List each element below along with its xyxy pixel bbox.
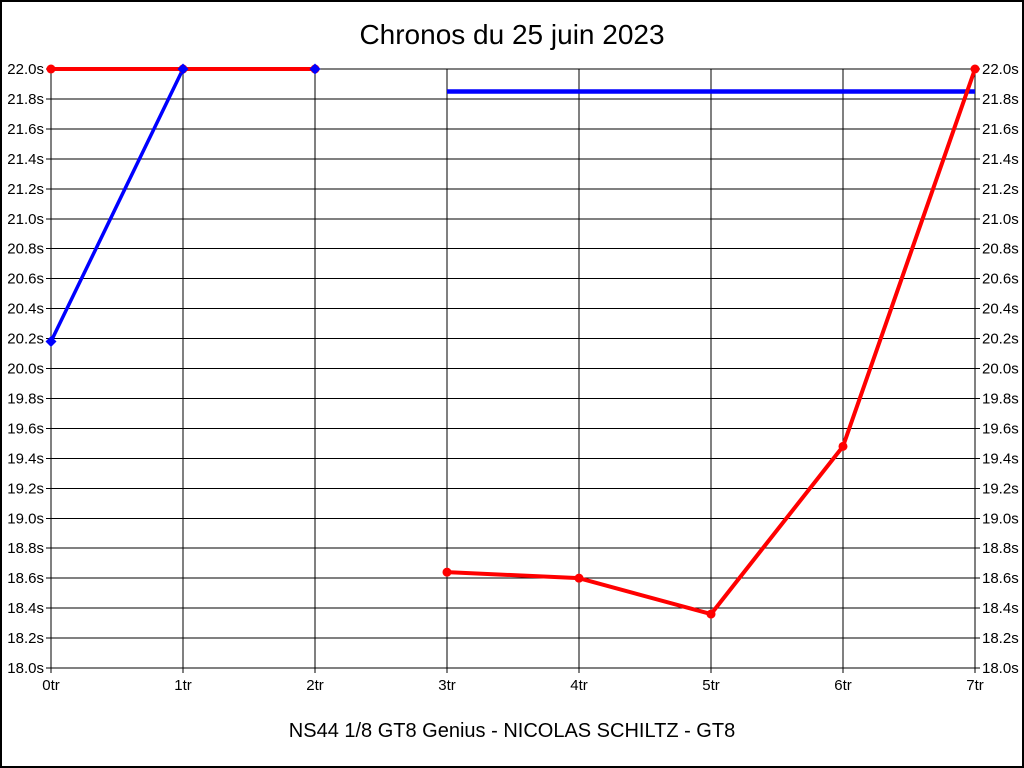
y-axis-label-right: 22.0s: [982, 61, 1019, 78]
y-axis-label-right: 19.0s: [982, 510, 1019, 527]
data-point-diamond-blue-opening-laps: [309, 63, 321, 75]
x-axis-label: 1tr: [174, 677, 192, 694]
data-point-diamond-blue-opening-laps: [177, 63, 189, 75]
y-axis-label-right: 21.0s: [982, 211, 1019, 228]
y-axis-label-left: 18.8s: [7, 540, 44, 557]
y-axis-label-right: 20.2s: [982, 331, 1019, 348]
y-axis-label-right: 18.0s: [982, 660, 1019, 677]
x-axis-label: 2tr: [306, 677, 324, 694]
y-axis-label-right: 19.2s: [982, 480, 1019, 497]
data-point-circle-red-lap-times: [970, 64, 980, 74]
y-axis-label-left: 21.4s: [7, 151, 44, 168]
y-axis-label-right: 18.8s: [982, 540, 1019, 557]
y-axis-label-left: 19.0s: [7, 510, 44, 527]
y-axis-label-left: 18.6s: [7, 570, 44, 587]
data-point-circle-red-lap-times: [838, 441, 848, 451]
y-axis-label-left: 21.2s: [7, 181, 44, 198]
y-axis-label-left: 19.6s: [7, 420, 44, 437]
y-axis-label-right: 18.2s: [982, 630, 1019, 647]
y-axis-label-left: 18.0s: [7, 660, 44, 677]
data-point-circle-red-lap-times: [574, 573, 584, 583]
y-axis-label-right: 18.6s: [982, 570, 1019, 587]
y-axis-label-left: 21.6s: [7, 121, 44, 138]
x-axis-label: 7tr: [966, 677, 984, 694]
y-axis-label-right: 18.4s: [982, 600, 1019, 617]
x-axis-label: 4tr: [570, 677, 588, 694]
x-axis-label: 6tr: [834, 677, 852, 694]
y-axis-label-left: 20.0s: [7, 361, 44, 378]
data-point-circle-red-lap-times: [46, 64, 56, 74]
y-axis-label-left: 20.6s: [7, 271, 44, 288]
data-point-diamond-blue-opening-laps: [45, 336, 57, 348]
y-axis-label-right: 20.6s: [982, 271, 1019, 288]
y-axis-label-right: 21.6s: [982, 121, 1019, 138]
y-axis-label-right: 21.2s: [982, 181, 1019, 198]
x-axis-label: 5tr: [702, 677, 720, 694]
y-axis-label-left: 18.4s: [7, 600, 44, 617]
x-axis-label: 3tr: [438, 677, 456, 694]
y-axis-label-left: 20.2s: [7, 331, 44, 348]
y-axis-label-left: 19.2s: [7, 480, 44, 497]
y-axis-label-right: 21.8s: [982, 91, 1019, 108]
y-axis-label-right: 20.4s: [982, 301, 1019, 318]
y-axis-label-left: 21.8s: [7, 91, 44, 108]
chart-footer: NS44 1/8 GT8 Genius - NICOLAS SCHILTZ - …: [288, 720, 736, 742]
y-axis-label-right: 19.8s: [982, 390, 1019, 407]
data-point-circle-red-lap-times: [706, 609, 716, 619]
y-axis-label-left: 18.2s: [7, 630, 44, 647]
y-axis-label-right: 19.6s: [982, 420, 1019, 437]
y-axis-label-right: 20.0s: [982, 361, 1019, 378]
y-axis-label-left: 19.8s: [7, 390, 44, 407]
y-axis-label-left: 20.4s: [7, 301, 44, 318]
y-axis-label-left: 19.4s: [7, 450, 44, 467]
y-axis-label-right: 21.4s: [982, 151, 1019, 168]
y-axis-label-right: 19.4s: [982, 450, 1019, 467]
y-axis-label-left: 22.0s: [7, 61, 44, 78]
y-axis-label-left: 20.8s: [7, 241, 44, 258]
data-point-circle-red-lap-times: [442, 567, 452, 577]
x-axis-label: 0tr: [42, 677, 60, 694]
y-axis-label-right: 20.8s: [982, 241, 1019, 258]
y-axis-label-left: 21.0s: [7, 211, 44, 228]
chart-title: Chronos du 25 juin 2023: [359, 19, 665, 50]
